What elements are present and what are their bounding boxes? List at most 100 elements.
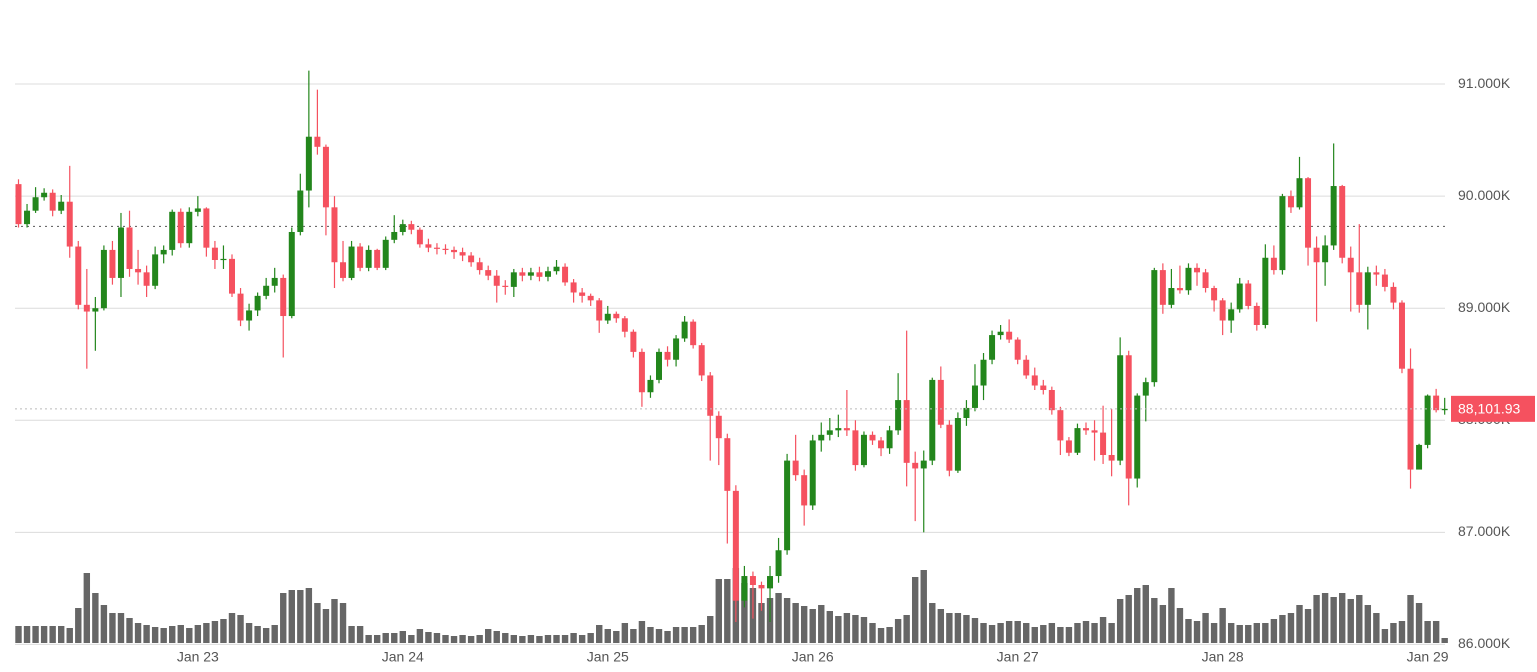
candle-body	[186, 211, 193, 244]
volume-bar	[15, 626, 22, 643]
candle-body	[1330, 186, 1337, 246]
candle-body	[399, 224, 406, 232]
volume-bar	[382, 633, 389, 643]
candle-body	[1023, 359, 1030, 376]
x-tick-label: Jan 23	[177, 649, 219, 665]
volume-bar	[143, 625, 150, 643]
candle-body	[954, 418, 961, 471]
volume-bar	[561, 635, 569, 643]
candle-body	[288, 231, 295, 317]
x-tick-label: Jan 25	[587, 649, 629, 665]
candle-body	[690, 321, 697, 346]
volume-bar	[1065, 627, 1073, 643]
candle-body	[391, 231, 398, 240]
volume-bar	[297, 590, 304, 643]
volume-bar	[630, 629, 637, 643]
candle-body	[451, 249, 458, 253]
volume-bar	[331, 599, 338, 643]
candle-body	[314, 136, 321, 147]
volume-bar	[100, 605, 108, 643]
volume-bar	[237, 615, 244, 643]
candle-body	[237, 293, 244, 321]
candle-body	[1287, 196, 1294, 208]
volume-bar	[869, 623, 876, 643]
candle-body	[271, 277, 278, 286]
volume-bar	[758, 603, 765, 643]
volume-bar	[442, 635, 449, 643]
volume-bar	[621, 623, 629, 643]
volume-bar	[1381, 629, 1389, 643]
volume-bar	[724, 579, 731, 643]
candle-body	[647, 379, 654, 393]
candle-body	[468, 255, 475, 263]
volume-bar	[1210, 623, 1218, 643]
candle-body	[732, 490, 739, 601]
candle-body	[937, 379, 944, 425]
candle-body	[374, 249, 381, 268]
candle-body	[425, 244, 432, 248]
candle-body	[562, 266, 569, 283]
candle-body	[1245, 283, 1252, 306]
volume-bar	[32, 626, 39, 643]
candle-body	[365, 249, 372, 268]
volume-bar	[1023, 623, 1030, 643]
last-price-box	[1451, 395, 1535, 422]
volume-bar	[211, 621, 219, 643]
candle-body	[433, 247, 440, 249]
volume-bar	[689, 627, 697, 643]
volume-bar	[220, 619, 227, 643]
last-price-label: 88,101.93	[1458, 401, 1520, 417]
candle-body	[929, 379, 936, 461]
volume-bar	[1057, 627, 1064, 643]
candle-body	[869, 434, 876, 441]
volume-bar	[83, 573, 91, 643]
candle-body	[963, 407, 970, 419]
candle-body	[758, 585, 765, 589]
volume-bar	[835, 616, 842, 643]
candle-body	[194, 208, 201, 212]
volume-bar	[963, 615, 970, 643]
candle-body	[656, 351, 662, 380]
candle-body	[1322, 245, 1329, 263]
candle-body	[1296, 178, 1303, 208]
candle-body	[596, 300, 603, 321]
volume-bar	[1142, 585, 1149, 643]
candle-body	[1433, 395, 1440, 411]
candle-body	[536, 272, 543, 277]
volume-bar	[903, 615, 910, 643]
volume-bar	[228, 613, 236, 643]
candle-body	[1339, 186, 1346, 258]
volume-bar	[655, 629, 663, 643]
volume-bar	[160, 628, 167, 643]
volume-bar	[1347, 599, 1354, 643]
volume-bar	[1125, 595, 1132, 643]
volume-bar	[92, 593, 99, 643]
candle-body	[792, 460, 799, 476]
candle-body	[322, 146, 329, 208]
candle-body	[519, 272, 526, 276]
candle-body	[707, 375, 714, 416]
x-tick-label: Jan 29	[1407, 649, 1449, 665]
candle-body	[587, 295, 594, 301]
volume-bar	[314, 603, 321, 643]
volume-bar	[1339, 593, 1346, 643]
candle-body	[1108, 455, 1115, 461]
volume-bar	[894, 619, 902, 643]
volume-bar	[1082, 621, 1090, 643]
candle-body	[1253, 305, 1260, 325]
volume-bar	[937, 609, 945, 643]
volume-bar	[151, 627, 159, 643]
candle-body	[664, 351, 671, 360]
y-tick-label: 87.000K	[1458, 523, 1511, 539]
volume-bar	[1159, 605, 1167, 643]
volume-bar	[1099, 617, 1107, 643]
candle-body	[1134, 395, 1141, 479]
candle-body	[997, 331, 1004, 336]
candle-body	[1031, 375, 1038, 386]
candle-body	[989, 335, 996, 360]
candle-body	[613, 313, 620, 319]
volume-bar	[980, 623, 987, 643]
volume-bar	[280, 593, 287, 643]
volume-bar	[365, 635, 372, 643]
